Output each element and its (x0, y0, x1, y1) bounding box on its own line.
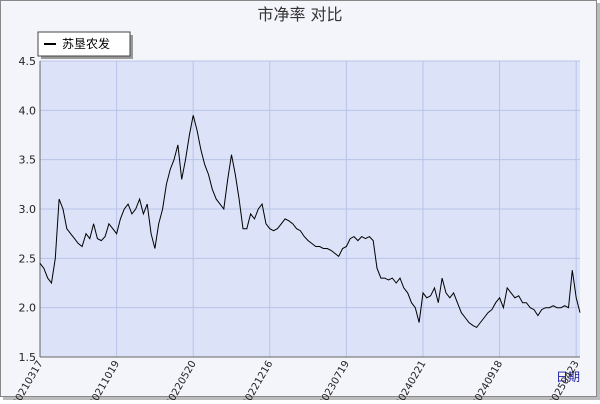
line (39, 115, 581, 329)
y-tick-label: 4.0 (19, 104, 37, 117)
y-tick-label: 1.5 (19, 351, 37, 364)
shadow (597, 3, 600, 400)
y-tick-label: 2.5 (19, 252, 37, 265)
shadow (3, 397, 600, 400)
y-tick-label: 3.0 (19, 203, 37, 216)
y-tick-label: 2.0 (19, 302, 37, 315)
chart-title: 市净率 对比 (257, 5, 342, 24)
x-axis-label: 日期 (556, 370, 580, 384)
legend-label: 苏垦农发 (62, 36, 110, 51)
y-tick-label: 4.5 (19, 55, 37, 68)
y-tick-label: 3.5 (19, 154, 37, 167)
